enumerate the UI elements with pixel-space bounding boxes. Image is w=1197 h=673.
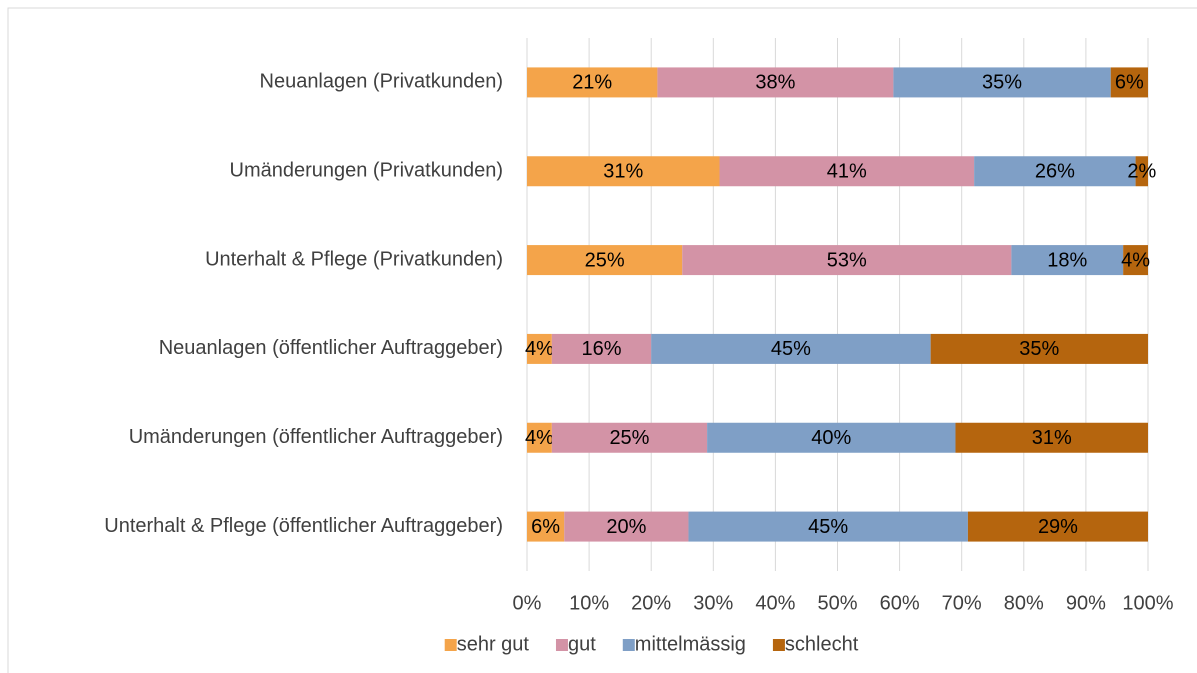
- data-label: 35%: [1019, 338, 1059, 360]
- data-label: 40%: [811, 427, 851, 449]
- data-label: 4%: [1121, 249, 1150, 271]
- bar-segment: [688, 511, 968, 542]
- bar-segment: [967, 511, 1148, 542]
- bar-segment: [527, 156, 720, 187]
- bar-segment: [551, 422, 708, 453]
- data-label: 35%: [982, 72, 1022, 94]
- bar-segment: [955, 422, 1148, 453]
- data-label: 53%: [827, 249, 867, 271]
- x-tick-label: 50%: [817, 592, 857, 614]
- data-label: 31%: [603, 161, 643, 183]
- legend-swatch: [622, 639, 635, 651]
- bar-segment: [930, 333, 1148, 364]
- bar-segment: [974, 156, 1136, 187]
- x-tick-label: 40%: [755, 592, 795, 614]
- data-label: 4%: [525, 338, 554, 360]
- data-label: 6%: [531, 516, 560, 538]
- data-label: 18%: [1047, 249, 1087, 271]
- x-tick-label: 20%: [631, 592, 671, 614]
- bar-segment: [527, 67, 658, 98]
- data-label: 4%: [525, 427, 554, 449]
- bar-segment: [564, 511, 689, 542]
- bar-segment: [527, 422, 552, 453]
- y-tick-label: Neuanlagen (öffentlicher Auftraggeber): [159, 337, 503, 359]
- data-label: 31%: [1032, 427, 1072, 449]
- data-label: 2%: [1127, 161, 1156, 183]
- legend-label: sehr gut: [457, 633, 530, 655]
- bar-segment: [657, 67, 894, 98]
- x-tick-label: 30%: [693, 592, 733, 614]
- data-label: 25%: [585, 249, 625, 271]
- data-label: 6%: [1115, 72, 1144, 94]
- y-tick-label: Neuanlagen (Privatkunden): [260, 71, 504, 93]
- bar-segment: [651, 333, 931, 364]
- bar-segment: [527, 511, 565, 542]
- legend-swatch: [555, 639, 568, 651]
- data-label: 38%: [755, 72, 795, 94]
- data-label: 29%: [1038, 516, 1078, 538]
- bar-segment: [707, 422, 956, 453]
- y-tick-label: Umänderungen (öffentlicher Auftraggeber): [129, 426, 503, 448]
- bar-segment: [893, 67, 1111, 98]
- x-tick-label: 70%: [942, 592, 982, 614]
- data-label: 45%: [771, 338, 811, 360]
- x-tick-label: 10%: [569, 592, 609, 614]
- bar-segment: [1135, 156, 1148, 187]
- data-label: 26%: [1035, 161, 1075, 183]
- y-tick-label: Unterhalt & Pflege (öffentlicher Auftrag…: [104, 515, 503, 537]
- data-label: 25%: [609, 427, 649, 449]
- bar-segment: [682, 245, 1012, 276]
- chart-frame: [7, 7, 1197, 673]
- y-tick-label: Unterhalt & Pflege (Privatkunden): [205, 248, 503, 270]
- bar-segment: [1110, 67, 1148, 98]
- data-label: 16%: [582, 338, 622, 360]
- bar-segment: [527, 333, 552, 364]
- bar-segment: [719, 156, 975, 187]
- x-tick-label: 80%: [1004, 592, 1044, 614]
- legend-label: schlecht: [785, 633, 859, 655]
- data-label: 21%: [572, 72, 612, 94]
- y-tick-label: Umänderungen (Privatkunden): [230, 160, 504, 182]
- bar-segment: [551, 333, 652, 364]
- bar-segment: [1123, 245, 1148, 276]
- legend-label: mittelmässig: [635, 633, 746, 655]
- legend-swatch: [772, 639, 785, 651]
- data-label: 45%: [808, 516, 848, 538]
- x-tick-label: 100%: [1122, 592, 1173, 614]
- data-label: 41%: [827, 161, 867, 183]
- bar-segment: [1011, 245, 1124, 276]
- legend-label: gut: [568, 633, 596, 655]
- legend-swatch: [444, 639, 457, 651]
- x-tick-label: 90%: [1066, 592, 1106, 614]
- bar-segment: [527, 245, 683, 276]
- data-label: 20%: [606, 516, 646, 538]
- x-tick-label: 60%: [880, 592, 920, 614]
- x-tick-label: 0%: [513, 592, 542, 614]
